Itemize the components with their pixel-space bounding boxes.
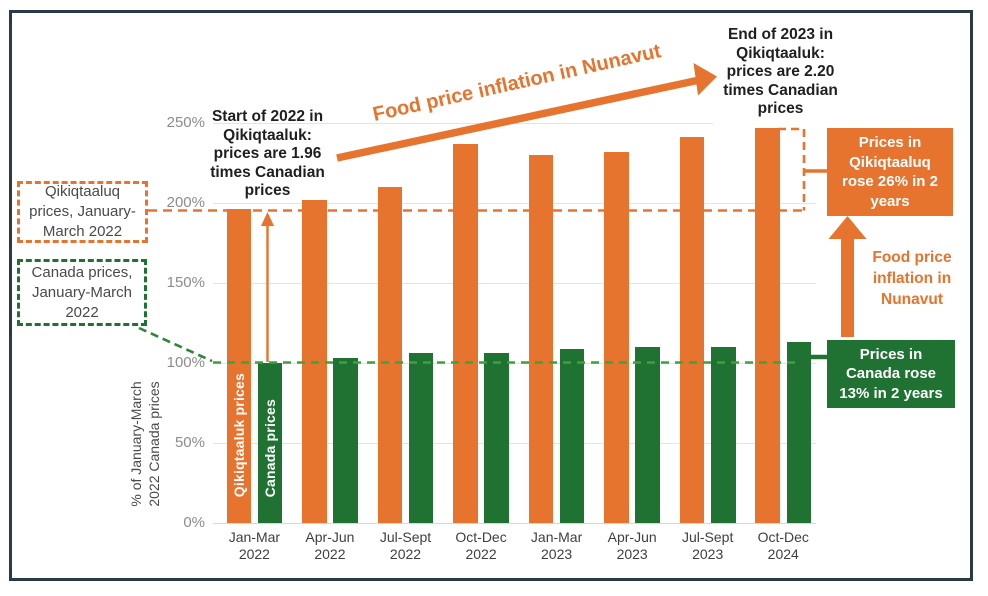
- bar-canada-prices-apr-jun-2022: [333, 358, 358, 523]
- y-tick-250: 250%: [166, 114, 205, 131]
- x-tick-jul-sept-2022: Jul-Sept 2022: [379, 529, 432, 562]
- legend-qikiqtaaluq-box: Qikiqtaaluq prices, January- March 2022: [17, 181, 148, 243]
- start-2022-annotation: Start of 2022 in Qikiqtaaluk: prices are…: [210, 108, 325, 199]
- gridline-200: [213, 203, 816, 204]
- bar-qikiqtaaluk-prices-apr-jun-2023: [604, 151, 629, 523]
- bar-canada-prices-oct-dec-2022: [484, 353, 509, 523]
- bar-canada-prices-jan-mar-2023: [559, 348, 585, 523]
- series-label-qikiqtaaluk-prices: Qikiqtaaluk prices: [230, 372, 247, 497]
- legend-canada-box: Canada prices, January-March 2022: [17, 259, 147, 326]
- x-tick-jan-mar-2022: Jan-Mar 2022: [228, 529, 281, 562]
- bar-qikiqtaaluk-prices-apr-jun-2022: [302, 199, 327, 523]
- bar-canada-prices-jul-sept-2023: [711, 347, 736, 523]
- bar-qikiqtaaluk-prices-jul-sept-2023: [679, 137, 705, 523]
- x-tick-oct-dec-2024: Oct-Dec 2024: [757, 529, 809, 562]
- y-tick-150: 150%: [166, 274, 205, 291]
- bar-qikiqtaaluk-prices-jan-mar-2023: [528, 155, 554, 523]
- x-tick-apr-jun-2022: Apr-Jun 2022: [305, 529, 355, 562]
- bar-qikiqtaaluk-prices-oct-dec-2022: [453, 143, 478, 523]
- y-tick-100: 100%: [166, 354, 205, 371]
- bar-canada-prices-jan-mar-2022: Canada prices: [257, 363, 283, 523]
- x-tick-jul-sept-2023: Jul-Sept 2023: [682, 529, 734, 562]
- bar-canada-prices-apr-jun-2023: [635, 347, 661, 523]
- y-tick-0: 0%: [183, 514, 205, 531]
- y-tick-200: 200%: [166, 194, 205, 211]
- bar-qikiqtaaluk-prices-jul-sept-2022: [377, 187, 403, 523]
- y-tick-50: 50%: [174, 434, 205, 451]
- series-label-canada-prices: Canada prices: [261, 398, 278, 497]
- inflation-side-label: Food price inflation in Nunavut: [872, 249, 952, 308]
- gridline-0: [213, 523, 816, 524]
- bar-qikiqtaaluk-prices-jan-mar-2022: Qikiqtaaluk prices: [226, 209, 252, 523]
- border-frame: [9, 10, 973, 581]
- bar-qikiqtaaluk-prices-oct-dec-2024: [755, 127, 780, 523]
- gridline-50: [213, 443, 816, 444]
- end-2023-annotation: End of 2023 in Qikiqtaaluk: prices are 2…: [718, 26, 843, 119]
- y-axis-title: % of January-March 2022 Canada prices: [128, 381, 162, 507]
- bar-canada-prices-jul-sept-2022: [408, 353, 434, 523]
- bar-canada-prices-oct-dec-2024: [786, 342, 812, 523]
- qikiqtaaluq-rise-callout: Prices in Qikiqtaaluq rose 26% in 2 year…: [827, 128, 953, 216]
- x-tick-jan-mar-2023: Jan-Mar 2023: [530, 529, 583, 562]
- gridline-150: [213, 283, 816, 284]
- x-tick-apr-jun-2023: Apr-Jun 2023: [607, 529, 657, 562]
- canada-rise-callout: Prices in Canada rose 13% in 2 years: [827, 340, 955, 408]
- x-tick-oct-dec-2022: Oct-Dec 2022: [455, 529, 507, 562]
